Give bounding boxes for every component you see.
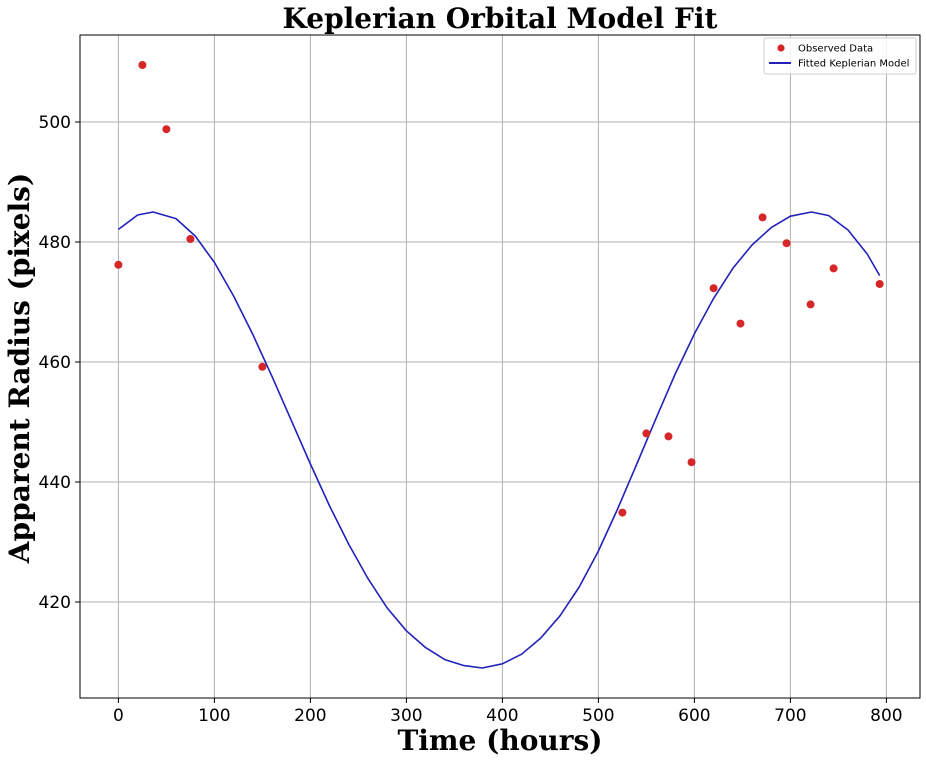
y-tick-label: 460 — [39, 353, 71, 373]
plot-frame — [79, 34, 921, 699]
chart-title: Keplerian Orbital Model Fit — [283, 2, 718, 35]
observed-data-point — [687, 458, 696, 467]
x-tick-label: 100 — [198, 706, 230, 726]
x-axis-label: Time (hours) — [397, 724, 602, 757]
observed-data-point — [709, 284, 718, 293]
x-tick-label: 800 — [870, 706, 902, 726]
x-tick-label: 200 — [294, 706, 326, 726]
x-tick-label: 500 — [582, 706, 614, 726]
observed-data-point — [618, 508, 627, 517]
y-tick-label: 440 — [39, 473, 71, 493]
x-tick-label: 600 — [678, 706, 710, 726]
observed-data-point — [642, 429, 651, 438]
observed-data-point — [875, 280, 884, 288]
legend-label-fit: Fitted Keplerian Model — [798, 59, 909, 70]
observed-data-point — [736, 319, 745, 328]
observed-data-point — [829, 264, 838, 273]
ticks: 0 100 200 300 400 500 600 700 800 420 440 460 480 500 — [39, 113, 903, 726]
legend-label-observed: Observed Data — [798, 44, 873, 55]
x-tick-label: 700 — [774, 706, 806, 726]
legend-marker-observed — [777, 44, 785, 52]
observed-data-point — [114, 260, 123, 269]
x-tick-label: 300 — [390, 706, 422, 726]
series — [114, 61, 884, 669]
observed-data-point — [758, 213, 767, 222]
observed-data-point — [806, 300, 815, 309]
grid — [80, 35, 920, 698]
y-tick-label: 480 — [39, 233, 71, 253]
y-tick-label: 500 — [39, 113, 71, 133]
observed-data-point — [782, 239, 791, 248]
fitted-model-line — [117, 211, 881, 669]
legend-box — [763, 37, 917, 75]
y-axis-label: Apparent Radius (pixels) — [3, 173, 36, 564]
x-tick-label: 0 — [113, 706, 124, 726]
y-tick-label: 420 — [39, 593, 71, 613]
legend: Observed Data Fitted Keplerian Model — [763, 37, 917, 75]
observed-data-point — [138, 61, 147, 69]
observed-data-point — [162, 125, 171, 134]
observed-data-point — [664, 432, 673, 441]
x-tick-label: 400 — [486, 706, 518, 726]
observed-data-point — [186, 235, 195, 243]
observed-data-point — [258, 362, 267, 371]
